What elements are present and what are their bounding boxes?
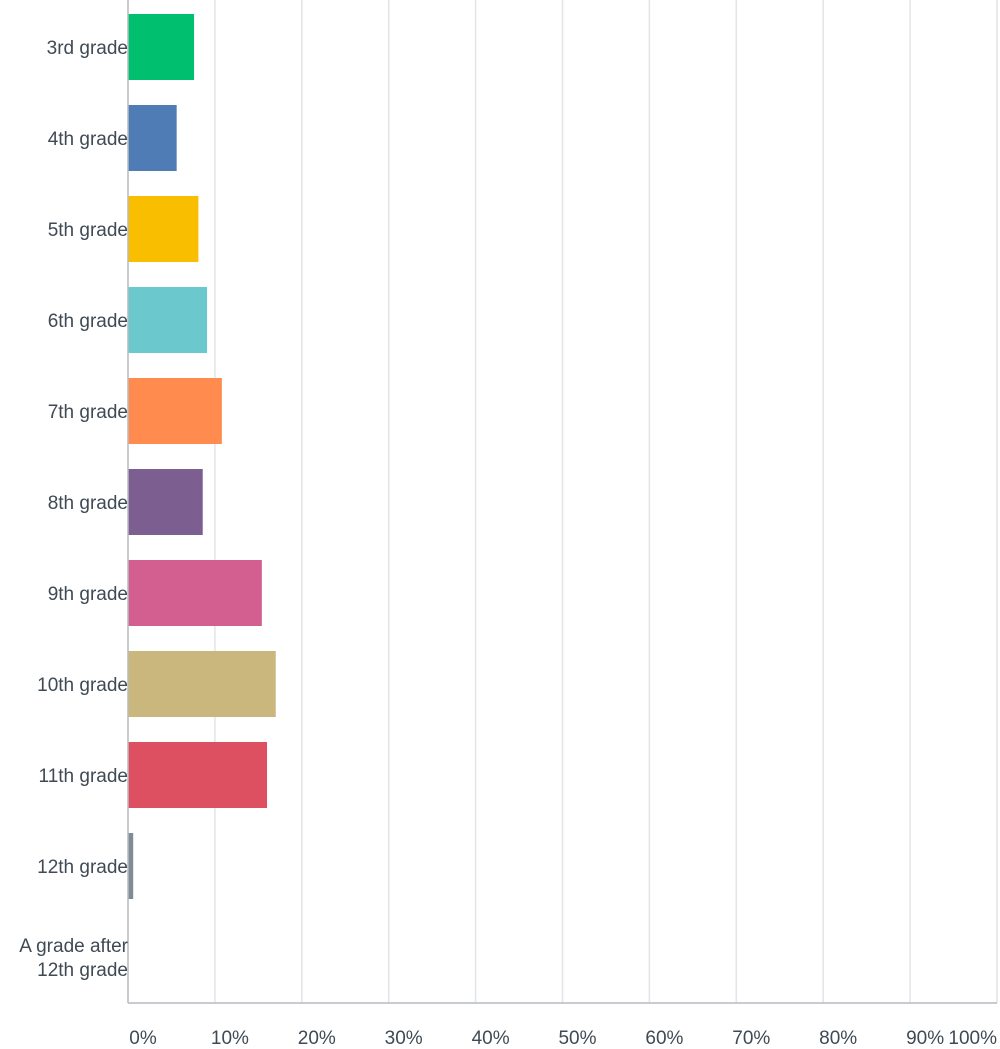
bars	[128, 14, 276, 899]
x-tick-label: 20%	[298, 1028, 336, 1049]
category-label: 6th grade	[48, 311, 128, 332]
category-label: 7th grade	[48, 402, 128, 423]
category-labels: 3rd grade 4th grade 5th grade 6th grade 7th …	[19, 38, 128, 981]
x-tick-label: 60%	[645, 1028, 683, 1049]
bar	[128, 287, 207, 353]
category-label: 11th grade	[39, 766, 128, 787]
category-label: A grade after 12th grade	[19, 936, 128, 981]
category-label: 8th grade	[48, 493, 128, 514]
bar	[128, 742, 267, 808]
category-label: 9th grade	[48, 584, 128, 605]
gridlines	[215, 0, 997, 1003]
x-tick-label: 30%	[385, 1028, 423, 1049]
category-label: 10th grade	[37, 675, 128, 696]
x-tick-label: 90%	[906, 1028, 944, 1049]
bar	[128, 196, 198, 262]
bar	[128, 105, 177, 171]
bar	[128, 651, 276, 717]
bar	[128, 378, 222, 444]
category-label: 3rd grade	[47, 38, 128, 59]
x-tick-label: 70%	[732, 1028, 770, 1049]
x-tick-label: 100%	[948, 1028, 997, 1049]
x-tick-label: 50%	[558, 1028, 596, 1049]
category-label: 5th grade	[48, 220, 128, 241]
x-tick-label: 0%	[129, 1028, 157, 1049]
bar	[128, 560, 262, 626]
bar	[128, 833, 133, 899]
x-tick-labels: 0% 10% 20% 30% 40% 50% 60% 70% 80% 90% 100%	[129, 1028, 997, 1049]
x-tick-label: 10%	[211, 1028, 249, 1049]
bar	[128, 469, 203, 535]
bar	[128, 14, 194, 80]
category-label: 12th grade	[37, 857, 128, 878]
category-label: 4th grade	[48, 129, 128, 150]
x-tick-label: 80%	[819, 1028, 857, 1049]
x-tick-label: 40%	[472, 1028, 510, 1049]
